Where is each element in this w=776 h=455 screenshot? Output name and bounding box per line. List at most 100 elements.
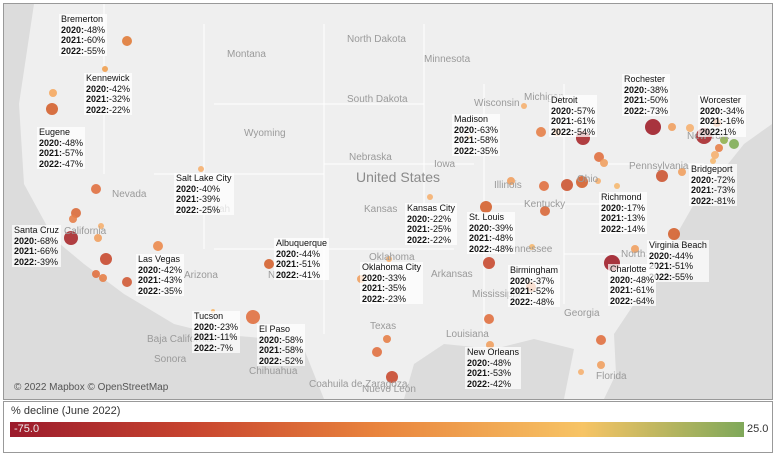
place-label: Arkansas xyxy=(431,269,473,280)
city-row: 2022:-48% xyxy=(469,244,513,255)
city-bubble xyxy=(596,335,606,345)
city-row: 2020:-63% xyxy=(454,125,498,136)
city-bubble xyxy=(536,127,546,137)
row-value: -11% xyxy=(217,332,238,342)
city-row: 2022:-22% xyxy=(407,235,455,246)
legend-max: 25.0 xyxy=(747,423,769,435)
row-year: 2022: xyxy=(259,355,283,366)
city-name: Oklahoma City xyxy=(362,262,422,272)
city-row: 2022:-41% xyxy=(276,270,327,281)
city-bubble xyxy=(91,184,101,194)
place-label: Pennsylvania xyxy=(629,161,689,172)
row-year: 2020: xyxy=(454,124,478,135)
city-row: 2020:-48% xyxy=(610,275,654,286)
city-row: 2022:-14% xyxy=(601,224,645,235)
row-year: 2021: xyxy=(14,246,38,256)
row-year: 2020: xyxy=(610,274,634,285)
legend-title: % decline (June 2022) xyxy=(11,405,121,417)
row-year: 2022: xyxy=(176,204,200,215)
row-year: 2021: xyxy=(624,95,648,105)
row-value: -48% xyxy=(490,357,512,368)
row-value: -17% xyxy=(624,202,646,213)
city-label: Detroit 2020:-57% 2021:-61% 2022:-54% xyxy=(549,95,598,137)
row-value: -22% xyxy=(430,234,452,245)
city-label: Richmond 2020:-17% 2021:-13% 2022:-14% xyxy=(599,192,648,235)
place-label: Nuevo León xyxy=(362,384,416,395)
city-name: Virginia Beach xyxy=(649,240,707,250)
city-bubble xyxy=(710,158,716,164)
row-year: 2021: xyxy=(259,345,283,355)
city-label: Oklahoma City 2020:-33% 2021:-35% 2022:-23% xyxy=(360,262,424,304)
city-row: 2020:-37% xyxy=(510,276,558,287)
city-label: Kennewick 2020:-42% 2021:-32% 2022:-22% xyxy=(84,73,133,115)
city-bubble xyxy=(540,206,550,216)
row-value: -61% xyxy=(633,285,655,295)
city-name: Las Vegas xyxy=(138,254,181,264)
row-year: 2022: xyxy=(551,126,575,137)
row-value: -48% xyxy=(84,24,106,35)
city-bubble xyxy=(631,245,639,253)
row-year: 2022: xyxy=(510,296,534,307)
row-year: 2021: xyxy=(467,368,491,378)
row-value: -39% xyxy=(199,194,221,204)
city-row: 2021:-35% xyxy=(362,283,421,294)
row-value: -44% xyxy=(672,250,694,261)
city-name: Madison xyxy=(454,114,489,124)
row-year: 2022: xyxy=(39,158,63,169)
city-row: 2021:-61% xyxy=(610,285,654,296)
place-label: Baja California xyxy=(147,334,213,345)
row-value: -51% xyxy=(672,261,694,271)
row-value: -60% xyxy=(84,35,106,45)
place-label: Kentucky xyxy=(524,199,566,210)
city-bubble xyxy=(122,277,132,287)
city-label: Salt Lake City 2020:-40% 2021:-39% 2022:-25… xyxy=(174,173,234,215)
copyright: © 2022 Mapbox © OpenStreetMap xyxy=(14,382,169,393)
city-bubble xyxy=(614,183,620,189)
city-row: 2022:-81% xyxy=(691,196,735,207)
row-value: -61% xyxy=(574,116,596,126)
row-year: 2021: xyxy=(610,285,634,295)
city-row: 2021:-58% xyxy=(259,345,303,356)
row-year: 2020: xyxy=(551,105,575,116)
legend: % decline (June 2022) -75.0 25.0 xyxy=(3,401,773,453)
city-label: Charlotte 2020:-48% 2021:-61% 2022:-64% xyxy=(608,264,657,306)
city-row: 2022:-39% xyxy=(14,257,59,268)
row-value: -25% xyxy=(430,224,452,234)
city-row: 2020:-22% xyxy=(407,214,455,225)
city-name: Kennewick xyxy=(86,73,130,83)
legend-min: -75.0 xyxy=(14,423,40,435)
city-row: 2021:-16% xyxy=(700,116,744,127)
row-year: 2020: xyxy=(276,248,300,259)
map: © 2022 Mapbox © OpenStreetMap Montana Nor… xyxy=(3,3,773,400)
city-bubble xyxy=(49,89,57,97)
row-year: 2021: xyxy=(138,275,162,285)
row-year: 2022: xyxy=(700,126,724,137)
city-name: Birmingham xyxy=(510,265,559,275)
city-row: 2020:-72% xyxy=(691,175,735,186)
city-row: 2020:-40% xyxy=(176,184,232,195)
row-year: 2022: xyxy=(276,269,300,280)
city-name: New Orleans xyxy=(467,347,520,357)
place-label: Tennessee xyxy=(504,244,553,255)
city-name: Albuquerque xyxy=(276,238,328,248)
row-year: 2022: xyxy=(624,105,648,116)
row-year: 2021: xyxy=(649,261,673,271)
city-name: Bremerton xyxy=(61,14,104,24)
row-year: 2022: xyxy=(194,342,218,353)
city-bubble xyxy=(383,335,391,343)
city-row: 2022:-47% xyxy=(39,159,83,170)
row-year: 2021: xyxy=(454,135,478,145)
row-year: 2020: xyxy=(39,137,63,148)
city-row: 2020:-58% xyxy=(259,335,303,346)
row-value: -64% xyxy=(633,295,655,306)
city-bubble xyxy=(578,369,584,375)
row-year: 2021: xyxy=(407,224,431,234)
row-value: -37% xyxy=(533,275,555,286)
row-value: -42% xyxy=(161,264,183,275)
row-value: -23% xyxy=(217,321,239,332)
city-row: 2020:-42% xyxy=(138,265,182,276)
place-label: California xyxy=(64,226,107,237)
row-year: 2021: xyxy=(276,259,300,269)
row-year: 2021: xyxy=(362,283,386,293)
